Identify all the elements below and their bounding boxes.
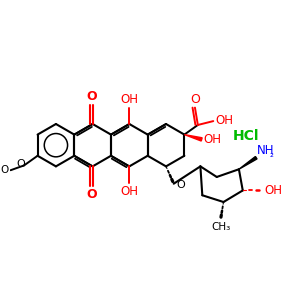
Text: NH: NH [257, 144, 275, 157]
Text: O: O [16, 159, 25, 170]
Text: CH₃: CH₃ [211, 222, 230, 232]
Text: O: O [177, 180, 185, 190]
Text: O: O [190, 93, 200, 106]
Text: O: O [0, 165, 9, 175]
Text: OH: OH [204, 133, 222, 146]
Text: ₂: ₂ [270, 149, 274, 159]
Text: O: O [87, 90, 98, 103]
Text: OH: OH [120, 185, 138, 198]
Text: O: O [87, 188, 98, 201]
Polygon shape [239, 157, 257, 169]
Text: OH: OH [264, 184, 282, 197]
Text: HCl: HCl [233, 129, 260, 142]
Polygon shape [184, 135, 202, 141]
Text: OH: OH [120, 93, 138, 106]
Text: OH: OH [215, 114, 233, 127]
